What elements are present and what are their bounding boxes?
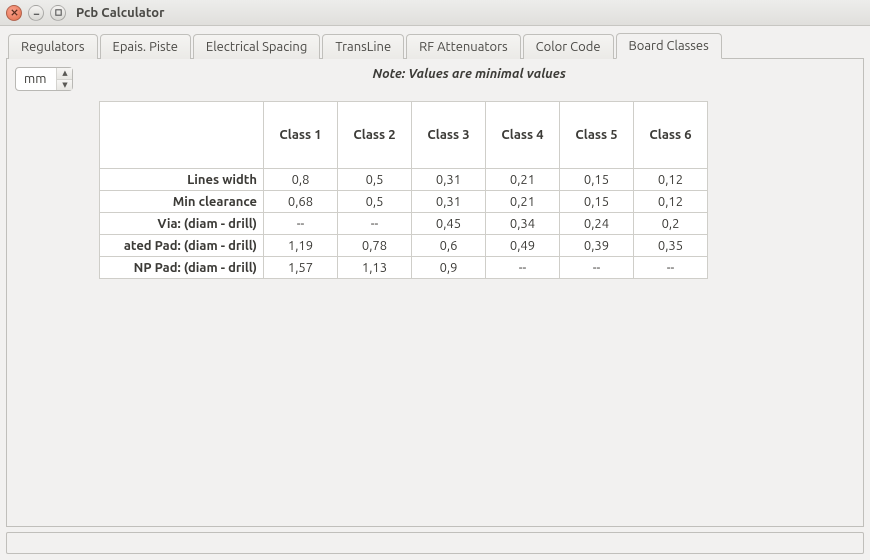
row-header: ated Pad: (diam - drill) <box>100 235 264 257</box>
tab-board-classes[interactable]: Board Classes <box>616 33 722 59</box>
table-cell: 0,35 <box>634 235 708 257</box>
tab-bar: RegulatorsEpais. PisteElectrical Spacing… <box>6 30 864 59</box>
status-bar <box>6 532 864 554</box>
table-cell: 0,5 <box>338 191 412 213</box>
window-title: Pcb Calculator <box>76 6 164 20</box>
column-header: Class 1 <box>264 102 338 169</box>
table-cell: 0,8 <box>264 169 338 191</box>
table-cell: -- <box>560 257 634 279</box>
table-cell: 0,9 <box>412 257 486 279</box>
client-area: RegulatorsEpais. PisteElectrical Spacing… <box>0 26 870 533</box>
row-header: Lines width <box>100 169 264 191</box>
tab-regulators[interactable]: Regulators <box>8 34 98 59</box>
tab-panel-board-classes: mm ▲ ▼ Note: Values are minimal values C… <box>6 59 864 527</box>
table-cell: -- <box>338 213 412 235</box>
tab-epais-piste[interactable]: Epais. Piste <box>100 34 191 59</box>
table-row: Lines width0,80,50,310,210,150,12 <box>100 169 708 191</box>
table-cell: 0,31 <box>412 191 486 213</box>
table-row: Min clearance0,680,50,310,210,150,12 <box>100 191 708 213</box>
top-row: mm ▲ ▼ Note: Values are minimal values <box>15 65 855 91</box>
table-cell: 1,19 <box>264 235 338 257</box>
table-cell: 0,31 <box>412 169 486 191</box>
note-text: Note: Values are minimal values <box>83 65 855 81</box>
row-header: Min clearance <box>100 191 264 213</box>
column-header: Class 2 <box>338 102 412 169</box>
table-cell: 0,21 <box>486 169 560 191</box>
minimize-icon[interactable] <box>28 5 44 21</box>
table-cell: -- <box>486 257 560 279</box>
table-cell: 0,45 <box>412 213 486 235</box>
table-cell: 0,78 <box>338 235 412 257</box>
row-header: NP Pad: (diam - drill) <box>100 257 264 279</box>
column-header: Class 3 <box>412 102 486 169</box>
unit-spin[interactable]: ▲ ▼ <box>56 68 72 90</box>
table-cell: 1,57 <box>264 257 338 279</box>
tab-rf-attenuators[interactable]: RF Attenuators <box>406 34 521 59</box>
table-cell: 0,15 <box>560 169 634 191</box>
table-cell: 0,15 <box>560 191 634 213</box>
table-cell: 0,34 <box>486 213 560 235</box>
tab-electrical-spacing[interactable]: Electrical Spacing <box>193 34 320 59</box>
close-icon[interactable] <box>6 5 22 21</box>
table-row: NP Pad: (diam - drill)1,571,130,9------ <box>100 257 708 279</box>
tab-transline[interactable]: TransLine <box>322 34 404 59</box>
table-cell: 0,2 <box>634 213 708 235</box>
table-cell: 0,21 <box>486 191 560 213</box>
unit-value: mm <box>16 68 56 90</box>
table-cell: -- <box>634 257 708 279</box>
table-cell: 0,12 <box>634 191 708 213</box>
unit-selector[interactable]: mm ▲ ▼ <box>15 67 73 91</box>
spin-up-icon[interactable]: ▲ <box>57 68 72 80</box>
column-header: Class 6 <box>634 102 708 169</box>
table-cell: 0,39 <box>560 235 634 257</box>
board-classes-table-wrap: Class 1Class 2Class 3Class 4Class 5Class… <box>99 101 739 279</box>
table-cell: 0,68 <box>264 191 338 213</box>
row-header: Via: (diam - drill) <box>100 213 264 235</box>
titlebar: Pcb Calculator <box>0 0 870 26</box>
spin-down-icon[interactable]: ▼ <box>57 80 72 91</box>
board-classes-table: Class 1Class 2Class 3Class 4Class 5Class… <box>99 101 708 279</box>
table-cell: 0,5 <box>338 169 412 191</box>
table-row: Via: (diam - drill)----0,450,340,240,2 <box>100 213 708 235</box>
table-cell: -- <box>264 213 338 235</box>
table-cell: 0,6 <box>412 235 486 257</box>
maximize-icon[interactable] <box>50 5 66 21</box>
table-cell: 0,12 <box>634 169 708 191</box>
table-cell: 0,49 <box>486 235 560 257</box>
table-cell: 1,13 <box>338 257 412 279</box>
column-header: Class 5 <box>560 102 634 169</box>
table-corner <box>100 102 264 169</box>
column-header: Class 4 <box>486 102 560 169</box>
table-cell: 0,24 <box>560 213 634 235</box>
tab-color-code[interactable]: Color Code <box>523 34 614 59</box>
table-row: ated Pad: (diam - drill)1,190,780,60,490… <box>100 235 708 257</box>
